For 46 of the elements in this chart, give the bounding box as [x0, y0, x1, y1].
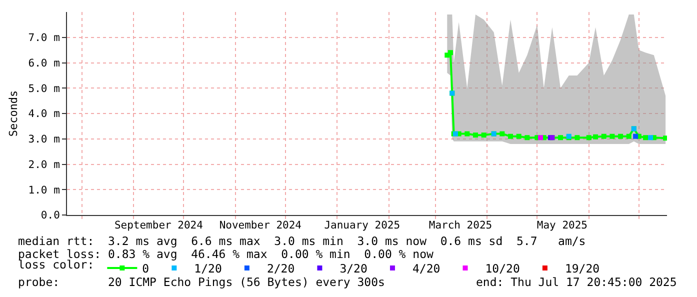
point — [593, 134, 598, 140]
y-tick-label: 4.0 m — [28, 108, 60, 120]
point — [516, 134, 522, 139]
legend-label: 10/20 — [485, 261, 520, 276]
text: packet loss: 0.83 % avg 46.46 % max 0.00 % min 0.00 % now — [18, 247, 434, 261]
point — [464, 131, 470, 136]
y-tick-label: 7.0 m — [28, 32, 60, 44]
legend-label: 3/20 — [340, 261, 368, 276]
x-tick-label: May 2025 — [536, 220, 588, 232]
point — [500, 131, 505, 136]
x-tick-label: November 2024 — [219, 220, 302, 232]
point — [448, 50, 453, 56]
x-tick-label: September 2024 — [114, 220, 203, 232]
text: end: Thu Jul 17 20:45:00 2025 — [476, 275, 677, 289]
text: probe: 20 ICMP Echo Pings (56 Bytes) every 300s — [18, 275, 385, 289]
legend-label: 19/20 — [564, 261, 600, 276]
legend-label: 0 — [142, 261, 150, 276]
x-tick-label: January 2025 — [324, 220, 400, 232]
legend-label: 4/20 — [412, 261, 440, 276]
point — [626, 134, 632, 139]
legend-label: 1/20 — [194, 261, 222, 276]
point — [524, 135, 530, 140]
point — [558, 135, 564, 140]
point — [481, 132, 486, 138]
point — [472, 132, 478, 138]
point — [643, 135, 648, 140]
x-tick-label: March 2025 — [428, 220, 492, 232]
point — [633, 134, 638, 139]
y-tick-label: 2.0 m — [28, 158, 60, 171]
y-tick-label: 5.0 m — [28, 82, 60, 95]
point — [648, 135, 654, 140]
y-tick-label: 3.0 m — [28, 134, 60, 146]
point — [601, 134, 606, 139]
point — [586, 135, 592, 140]
y-axis-title: Seconds — [6, 90, 20, 137]
point — [574, 135, 580, 140]
point — [663, 136, 667, 141]
point — [508, 134, 513, 139]
point — [610, 134, 615, 139]
point — [618, 134, 624, 139]
point — [538, 135, 544, 140]
y-tick-label: 6.0 m — [28, 57, 60, 70]
text: median rtt: 3.2 ms avg 6.6 ms max 3.0 ms min 3.0 ms now 0.6 ms sd 5.7 am/s — [18, 234, 586, 248]
y-tick-label: 1.0 m — [28, 184, 60, 196]
y-tick-label: 0.0 — [40, 210, 60, 222]
legend-label: 2/20 — [266, 261, 295, 276]
